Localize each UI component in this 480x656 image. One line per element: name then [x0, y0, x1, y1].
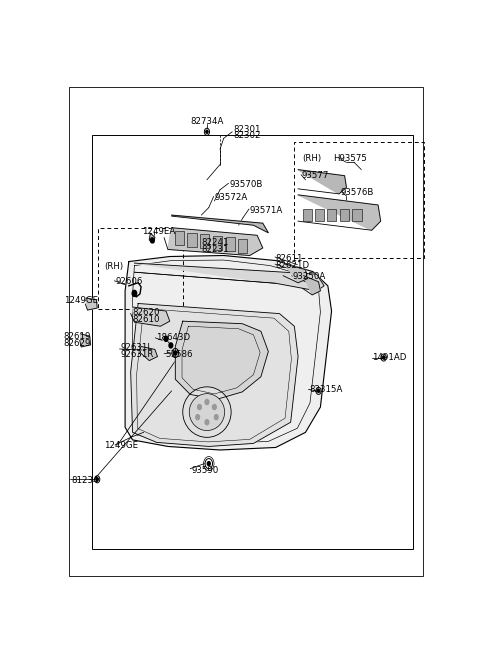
Text: 93250A: 93250A — [292, 272, 326, 281]
Circle shape — [317, 390, 320, 392]
Bar — [175, 232, 184, 245]
Polygon shape — [149, 234, 155, 243]
Text: 92631L: 92631L — [120, 343, 152, 352]
Text: 93572A: 93572A — [215, 194, 248, 203]
Text: 93576B: 93576B — [341, 188, 374, 197]
Circle shape — [207, 462, 210, 466]
Text: 82621D: 82621D — [276, 260, 310, 270]
Polygon shape — [298, 170, 347, 194]
Bar — [327, 209, 336, 221]
Circle shape — [198, 405, 202, 409]
Circle shape — [213, 405, 216, 409]
Text: 51586: 51586 — [165, 350, 192, 359]
Bar — [315, 209, 324, 221]
Polygon shape — [285, 264, 307, 283]
Text: 1249EA: 1249EA — [142, 227, 175, 236]
Circle shape — [206, 131, 208, 133]
Circle shape — [215, 415, 218, 420]
Text: 82241: 82241 — [202, 238, 229, 247]
Polygon shape — [175, 321, 268, 400]
Text: 92631R: 92631R — [120, 350, 154, 359]
Bar — [92, 135, 413, 550]
Bar — [352, 209, 362, 221]
Bar — [200, 234, 209, 249]
Polygon shape — [168, 228, 263, 255]
Circle shape — [205, 420, 209, 424]
Text: 82302: 82302 — [233, 131, 261, 140]
Ellipse shape — [183, 387, 231, 438]
Text: 82315A: 82315A — [309, 385, 343, 394]
Polygon shape — [141, 346, 157, 361]
Circle shape — [205, 400, 209, 405]
Polygon shape — [131, 304, 298, 447]
Text: (RH): (RH) — [104, 262, 123, 271]
Text: 82734A: 82734A — [190, 117, 224, 126]
Text: 82610: 82610 — [132, 315, 160, 324]
Polygon shape — [298, 195, 381, 230]
Text: 93570B: 93570B — [229, 180, 263, 190]
Bar — [340, 209, 349, 221]
Text: 82620: 82620 — [132, 308, 160, 317]
Bar — [226, 237, 235, 251]
Text: 82619: 82619 — [64, 332, 91, 341]
Text: 1249GE: 1249GE — [64, 297, 98, 306]
Text: 82301: 82301 — [233, 125, 261, 134]
Text: 93577: 93577 — [302, 171, 329, 180]
Text: H93575: H93575 — [334, 154, 367, 163]
Polygon shape — [134, 263, 324, 291]
Circle shape — [383, 356, 385, 359]
Circle shape — [150, 238, 154, 243]
Bar — [238, 239, 248, 253]
Text: 92606: 92606 — [115, 277, 143, 286]
Polygon shape — [86, 298, 97, 310]
Bar — [302, 209, 312, 221]
Text: 82231: 82231 — [202, 245, 229, 254]
Text: 1491AD: 1491AD — [372, 353, 407, 362]
Text: 82629: 82629 — [64, 339, 91, 348]
Text: 93571A: 93571A — [250, 206, 283, 215]
Polygon shape — [81, 334, 91, 347]
Text: 1249GE: 1249GE — [104, 441, 138, 450]
Polygon shape — [172, 215, 268, 233]
Text: 81234: 81234 — [71, 476, 99, 485]
Circle shape — [164, 337, 168, 341]
Text: (RH): (RH) — [302, 154, 321, 163]
Circle shape — [196, 415, 200, 420]
Polygon shape — [304, 276, 321, 295]
Polygon shape — [132, 307, 170, 326]
Bar — [213, 236, 222, 250]
Bar — [98, 228, 183, 308]
Polygon shape — [125, 255, 332, 450]
Text: 18643D: 18643D — [156, 333, 190, 342]
Bar — [187, 233, 197, 247]
Text: 82611: 82611 — [276, 253, 303, 262]
Bar — [294, 142, 424, 258]
Circle shape — [132, 291, 137, 297]
Circle shape — [96, 478, 98, 481]
Ellipse shape — [189, 394, 225, 430]
Text: 93590: 93590 — [192, 466, 218, 475]
Circle shape — [169, 343, 173, 348]
Circle shape — [174, 351, 177, 355]
